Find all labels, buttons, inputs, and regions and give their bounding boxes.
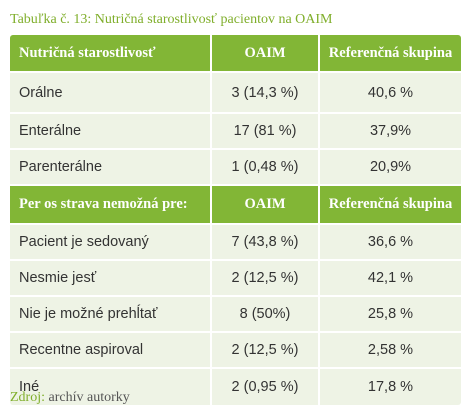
table-row: Orálne 3 (14,3 %) 40,6 % (10, 73, 461, 114)
oaim-value: 8 (50%) (212, 297, 320, 331)
source-text: archív autorky (48, 390, 130, 405)
oaim-value: 7 (43,8 %) (212, 225, 320, 259)
table-row: Nie je možné prehĺtať 8 (50%) 25,8 % (10, 297, 461, 333)
table-row: Parenterálne 1 (0,48 %) 20,9% (10, 150, 461, 186)
row-label: Parenterálne (10, 150, 212, 184)
reference-value: 25,8 % (367, 306, 414, 322)
reference-value: 20,9% (369, 159, 412, 175)
oaim-value: 2 (12,5 %) (212, 261, 320, 295)
reference-value: 36,6 % (367, 234, 414, 250)
oaim-value: 17 (81 %) (212, 114, 320, 148)
reference-value: 42,1 % (367, 270, 414, 286)
row-label: Nie je možné prehĺtať (10, 297, 212, 331)
reference-value: 37,9% (369, 123, 412, 139)
table-row: Recentne aspiroval 2 (12,5 %) 2,58 % (10, 333, 461, 369)
row-label: Enterálne (10, 114, 212, 148)
subheader-cell-category: Per os strava nemožná pre: (10, 186, 212, 223)
row-label: Iné (10, 369, 212, 405)
row-label: Pacient je sedovaný (10, 225, 212, 259)
table-header-row: Nutričná starostlivosť OAIM Referenčná s… (10, 35, 461, 73)
table-row: Nesmie jesť 2 (12,5 %) 42,1 % (10, 261, 461, 297)
table-row: Enterálne 17 (81 %) 37,9% (10, 114, 461, 150)
source-note: Zdroj: archív autorky (10, 390, 130, 406)
oaim-value: 3 (14,3 %) (212, 73, 320, 112)
header-cell-oaim: OAIM (212, 35, 320, 71)
oaim-value: 1 (0,48 %) (212, 150, 320, 184)
header-cell-reference: Referenčná skupina (328, 44, 453, 61)
header-cell-category: Nutričná starostlivosť (10, 35, 212, 71)
table-row: Iné 2 (0,95 %) 17,8 % (10, 369, 461, 405)
oaim-value: 2 (12,5 %) (212, 333, 320, 367)
row-label: Recentne aspiroval (10, 333, 212, 367)
reference-value: 2,58 % (367, 342, 414, 358)
reference-value: 40,6 % (367, 84, 414, 101)
table-caption: Tabuľka č. 13: Nutričná starostlivosť pa… (10, 12, 333, 27)
table-row: Pacient je sedovaný 7 (43,8 %) 36,6 % (10, 225, 461, 261)
table-subheader-row: Per os strava nemožná pre: OAIM Referenč… (10, 186, 461, 225)
nutrition-care-table: Nutričná starostlivosť OAIM Referenčná s… (10, 35, 461, 405)
subheader-cell-reference: Referenčná skupina (328, 196, 453, 212)
oaim-value: 2 (0,95 %) (212, 369, 320, 405)
row-label: Nesmie jesť (10, 261, 212, 295)
row-label: Orálne (10, 73, 212, 112)
reference-value: 17,8 % (367, 379, 414, 395)
source-label: Zdroj: (10, 390, 45, 405)
subheader-cell-oaim: OAIM (212, 186, 320, 223)
